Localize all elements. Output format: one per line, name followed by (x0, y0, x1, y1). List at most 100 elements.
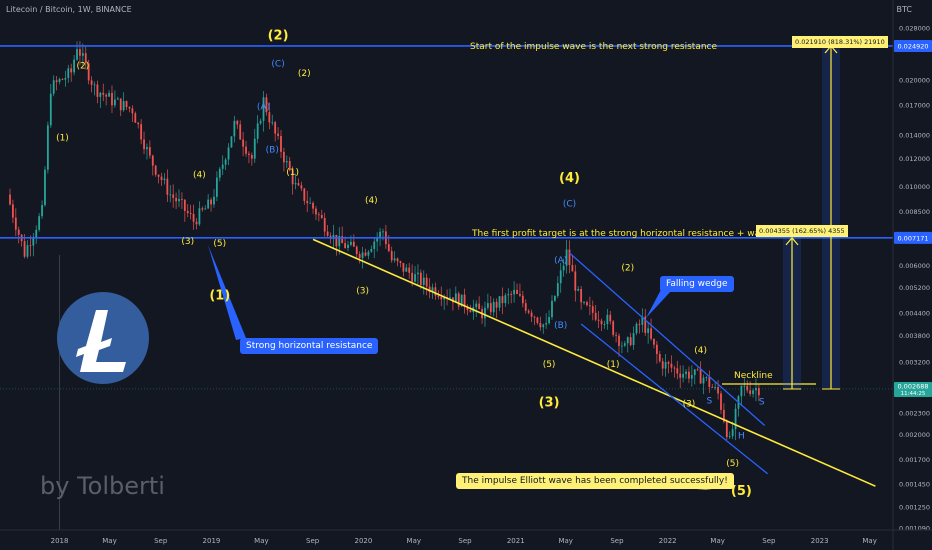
candle-body (632, 333, 635, 346)
candle-body (399, 261, 402, 263)
candle-body (524, 303, 527, 311)
candle-body (70, 68, 73, 73)
candle-body (621, 345, 623, 347)
candle-body (306, 200, 309, 204)
wave-label: (A) (257, 102, 270, 112)
candle-body (530, 312, 533, 317)
horizontal-resistance-price-label: 0.007171 (897, 234, 928, 242)
candle-body (723, 409, 725, 422)
wave-label: (B) (266, 145, 279, 155)
candle-body (73, 59, 76, 73)
candle-body (699, 369, 702, 384)
candle-body (469, 310, 472, 313)
falling-wedge-pointer (646, 284, 672, 318)
candle-body (734, 408, 737, 430)
candle-body (638, 323, 641, 325)
price-axis-bg (893, 0, 932, 550)
y-tick-label: 0.002300 (899, 409, 930, 417)
lower-support-trendline (312, 238, 876, 487)
measure-small-arrowhead (785, 236, 799, 246)
candle-body (38, 216, 41, 230)
candle-body (192, 213, 195, 222)
candle-body (437, 295, 440, 297)
candle-body (41, 205, 43, 217)
litecoin-logo-circle (57, 292, 149, 384)
candle-body (373, 241, 376, 249)
candle-body (12, 204, 14, 218)
candle-body (128, 106, 131, 109)
strong-resistance-pointer (208, 245, 246, 340)
candle-body (315, 208, 317, 215)
neckline-label: Neckline (734, 371, 773, 381)
x-tick-label: 2020 (355, 537, 373, 545)
candle-body (650, 328, 652, 339)
candle-body (49, 93, 52, 126)
candle-body (600, 320, 603, 325)
candle-body (227, 147, 230, 160)
wave-labels-layer: (1) (2) (3) (4) (5) (1) (2) (C) (A) (B) (2) (1) (4) (… (56, 28, 765, 499)
candle-body (696, 369, 699, 371)
candle-body (752, 390, 754, 394)
author-watermark: by Tolberti (40, 472, 165, 500)
candle-body (256, 123, 259, 139)
candle-body (676, 368, 679, 374)
candle-body (137, 122, 140, 125)
candle-body (81, 53, 84, 56)
candle-body (565, 249, 568, 266)
candle-body (87, 63, 90, 81)
y-tick-label: 0.028000 (899, 25, 930, 33)
candle-body (411, 272, 414, 282)
candle-body (484, 307, 486, 319)
wedge-upper-trendline (569, 252, 766, 427)
wave-label: (5) (213, 239, 226, 249)
candle-body (635, 323, 638, 334)
candle-body (46, 125, 49, 170)
candle-body (749, 390, 752, 394)
candle-body (163, 178, 166, 180)
candle-body (338, 236, 341, 247)
candle-body (728, 436, 731, 438)
candle-body (26, 245, 29, 257)
candle-body (382, 231, 384, 233)
candle-body (658, 354, 661, 362)
candle-body (731, 429, 734, 437)
candle-body (166, 178, 169, 195)
price-axis[interactable]: 0.028000 0.020000 0.017000 0.014000 0.012000… (892, 0, 932, 550)
candle-body (486, 303, 489, 308)
candle-body (61, 79, 64, 80)
candle-body (425, 277, 428, 287)
candle-body (221, 164, 224, 169)
candle-body (23, 241, 26, 257)
candle-body (67, 68, 70, 78)
candle-body (157, 174, 160, 177)
candle-body (268, 112, 271, 123)
candle-body (551, 300, 553, 318)
candle-body (667, 362, 670, 364)
candle-body (725, 421, 728, 438)
candle-body (215, 177, 218, 197)
candle-body (507, 294, 510, 296)
x-tick-label: May (862, 537, 876, 545)
candle-body (501, 296, 504, 304)
wave-label: (2) (621, 264, 634, 274)
wave-label: (1) (286, 168, 299, 178)
candle-body (274, 122, 277, 134)
candle-body (108, 92, 110, 97)
candle-body (189, 212, 192, 214)
candle-body (248, 153, 250, 155)
candle-body (9, 194, 11, 205)
x-tick-label: Sep (458, 537, 472, 545)
candle-body (577, 289, 580, 291)
candle-body (653, 338, 655, 345)
candle-body (539, 322, 542, 328)
candle-body (606, 314, 609, 325)
candle-body (93, 84, 96, 86)
candle-body (417, 272, 419, 275)
time-axis[interactable]: 2018 May Sep 2019 May Sep 2020 May Sep 2021 May Sep… (0, 529, 932, 545)
candle-body (233, 120, 236, 137)
candle-body (708, 377, 711, 387)
candle-body (682, 374, 685, 378)
candle-body (720, 393, 722, 410)
candle-body (344, 243, 346, 249)
